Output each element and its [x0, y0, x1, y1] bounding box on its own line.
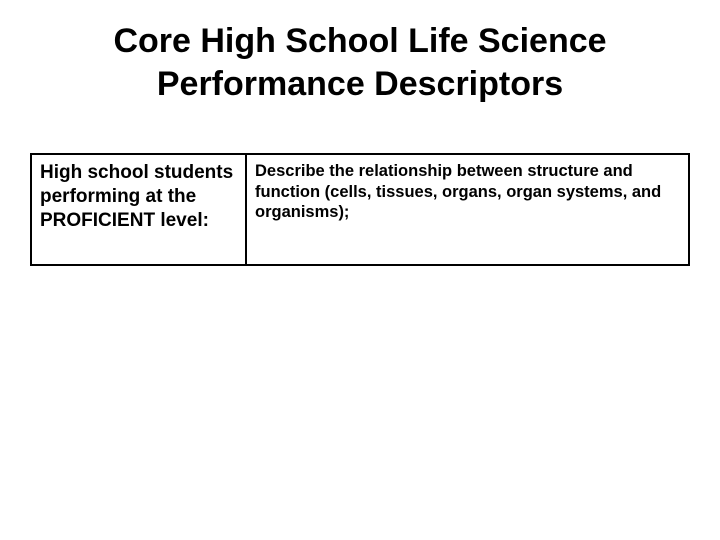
- descriptor-cell: Describe the relationship between struct…: [246, 154, 689, 265]
- descriptor-table: High school students performing at the P…: [30, 153, 690, 266]
- page-title: Core High School Life Science Performanc…: [30, 20, 690, 105]
- table-row: High school students performing at the P…: [31, 154, 689, 265]
- level-cell: High school students performing at the P…: [31, 154, 246, 265]
